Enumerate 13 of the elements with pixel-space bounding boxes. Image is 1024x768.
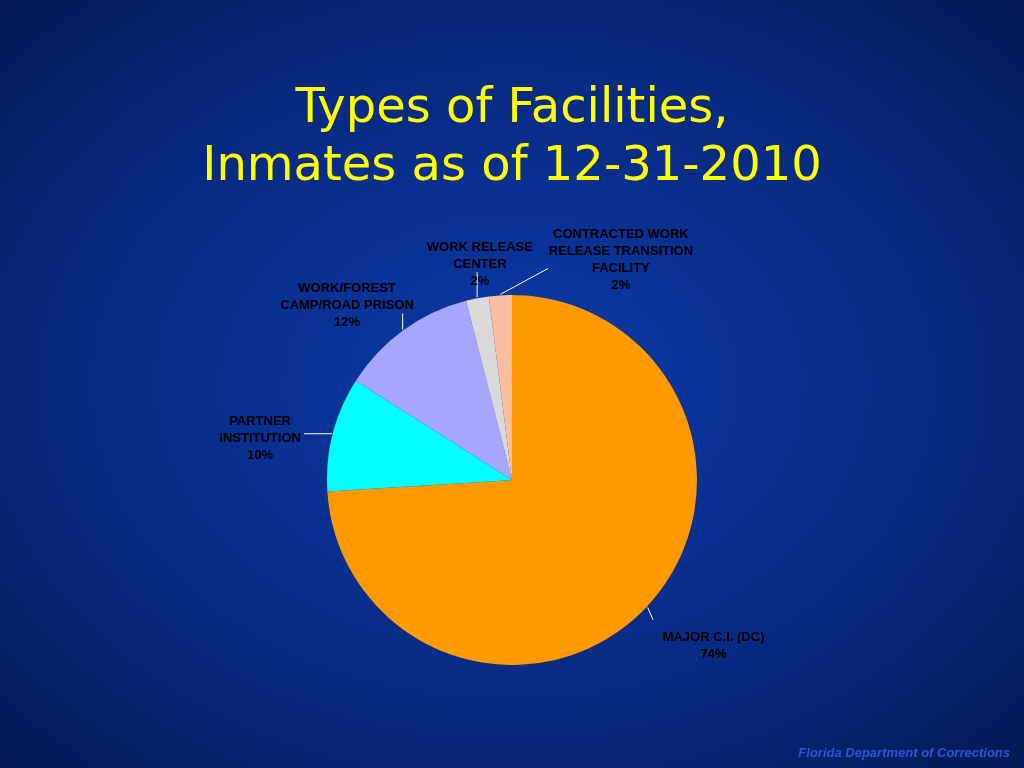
slice-label: WORK/FOREST CAMP/ROAD PRISON: [280, 279, 414, 312]
slice-label: CONTRACTED WORK RELEASE TRANSITION FACILITY: [548, 226, 694, 276]
slice-label: PARTNER INSTITUTION: [219, 412, 301, 445]
pie-slice: [327, 380, 512, 492]
chart-title: Types of Facilities, Inmates as of 12-31-2010: [202, 77, 822, 191]
pie-slice: [465, 296, 512, 480]
data-label: 74%: [700, 645, 727, 661]
data-label: 10%: [247, 446, 274, 462]
data-label: 2%: [611, 277, 631, 293]
slice-label: WORK RELEASE CENTER: [426, 238, 534, 271]
text: Florida Department of Corrections: [798, 745, 1010, 760]
slice-label: MAJOR C.I. (DC): [662, 628, 765, 644]
data-label: 12%: [334, 313, 361, 329]
